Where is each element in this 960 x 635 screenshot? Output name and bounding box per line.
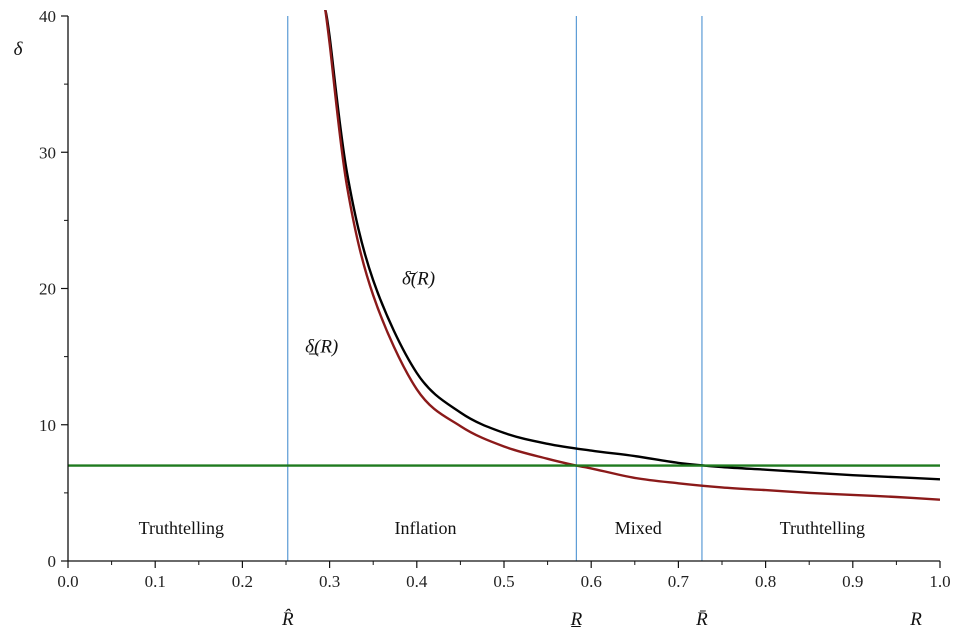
x-tick-label: 0.0: [57, 572, 78, 591]
x-tick-label: 0.9: [842, 572, 863, 591]
curve-label: δ̲(R): [305, 337, 338, 358]
region-label: Inflation: [395, 518, 457, 538]
y-tick-label: 20: [39, 280, 56, 299]
x-tick-label: 0.8: [755, 572, 776, 591]
region-label: Truthtelling: [780, 518, 865, 538]
x-tick-label: 0.3: [319, 572, 340, 591]
y-axis-title: δ: [14, 39, 24, 60]
region-label: Mixed: [615, 518, 662, 538]
y-tick-label: 30: [39, 143, 56, 162]
vline-marker-label: R̄: [695, 609, 708, 630]
x-tick-label: 0.5: [493, 572, 514, 591]
x-tick-label: 0.1: [145, 572, 166, 591]
y-tick-label: 0: [48, 552, 57, 571]
chart-labels: 0.0 0.1 0.2 0.3 0.4 0.5 0.6 0.7 0.8 0.9 1.0 0 10 20 30…: [14, 7, 951, 630]
x-tick-label: 0.2: [232, 572, 253, 591]
vline-marker-label: R̲: [570, 609, 583, 630]
chart-marks: [68, 10, 940, 561]
y-tick-label: 10: [39, 416, 56, 435]
x-tick-label: 0.6: [581, 572, 602, 591]
x-tick-label: 0.7: [668, 572, 690, 591]
x-tick-label: 0.4: [406, 572, 428, 591]
curve-label: δ̄(R): [402, 269, 435, 290]
series-line-1: [324, 10, 940, 481]
vline-marker-label: R̂: [281, 609, 294, 630]
region-label: Truthtelling: [139, 518, 224, 538]
x-tick-label: 1.0: [929, 572, 950, 591]
y-tick-label: 40: [39, 7, 56, 26]
series-line-2: [324, 10, 940, 501]
x-axis-title: R: [909, 609, 922, 630]
chart-axes: [61, 15, 941, 568]
